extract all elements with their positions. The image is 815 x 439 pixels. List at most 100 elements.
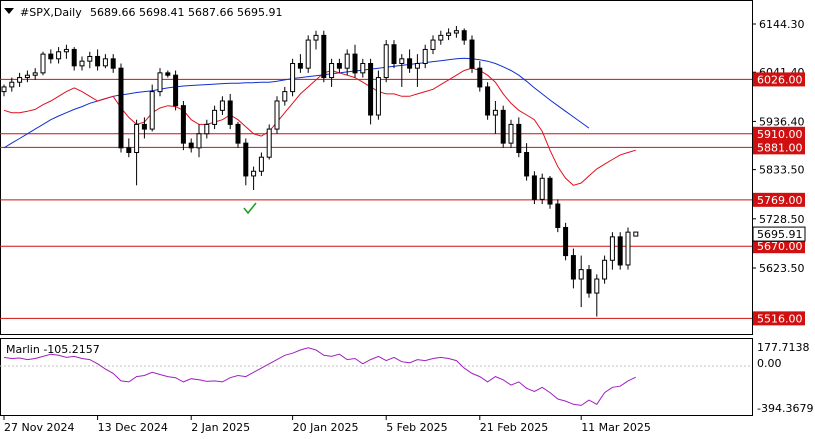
candle xyxy=(63,48,69,53)
candle xyxy=(453,30,459,34)
levels-layer xyxy=(0,78,752,319)
candle xyxy=(570,255,576,280)
level-price-label: 6026.00 xyxy=(757,73,803,86)
candle xyxy=(180,105,186,144)
candle xyxy=(477,67,483,88)
current-price-box xyxy=(752,226,806,242)
candle xyxy=(446,32,452,36)
price-tick-label: 5833.50 xyxy=(759,164,805,177)
level-price-box xyxy=(753,140,805,155)
level-price-box xyxy=(753,72,805,87)
candle xyxy=(547,177,553,205)
candles-layer xyxy=(1,26,639,317)
indicator-layer xyxy=(0,347,752,406)
level-price-label: 5769.00 xyxy=(757,194,803,207)
candle xyxy=(609,236,615,261)
candle xyxy=(165,72,171,76)
candle xyxy=(305,39,311,69)
level-price-label: 5516.00 xyxy=(757,312,803,325)
candle xyxy=(516,123,522,154)
candle xyxy=(375,77,381,116)
level-price-box xyxy=(753,192,805,207)
candle xyxy=(313,34,319,41)
candle xyxy=(360,62,366,74)
candle xyxy=(87,55,93,62)
candle xyxy=(24,74,30,79)
candle xyxy=(204,123,210,135)
indicator-panel-frame xyxy=(0,338,753,416)
candle xyxy=(243,142,249,177)
candle xyxy=(126,147,132,154)
level-price-label: 5670.00 xyxy=(757,240,803,253)
candle xyxy=(212,109,218,125)
candle xyxy=(508,123,514,144)
x-tick-label: 21 Feb 2025 xyxy=(480,421,548,434)
candle xyxy=(157,72,163,93)
candle xyxy=(173,74,179,107)
candle xyxy=(633,231,639,237)
x-tick-label: 11 Mar 2025 xyxy=(581,421,651,434)
candle xyxy=(578,269,584,280)
candle xyxy=(414,62,420,69)
candle xyxy=(118,67,124,149)
candle xyxy=(555,203,561,228)
candle xyxy=(321,34,327,79)
price-tick-label: 5728.50 xyxy=(759,213,805,226)
candle xyxy=(102,58,108,67)
candle xyxy=(32,72,38,76)
candle xyxy=(352,53,358,74)
candle xyxy=(329,62,335,79)
candle xyxy=(188,142,194,149)
indicator-tick-zero: 0.00 xyxy=(757,357,782,370)
candle xyxy=(391,44,397,64)
candle xyxy=(407,58,413,69)
candle xyxy=(196,133,202,149)
ma-fast-line xyxy=(3,67,636,186)
candle xyxy=(9,81,15,88)
candle xyxy=(290,62,296,93)
candle xyxy=(235,123,241,144)
ma-layer xyxy=(3,57,636,186)
candle xyxy=(563,226,569,257)
candle xyxy=(461,30,467,41)
candle xyxy=(344,53,350,69)
candle xyxy=(485,86,491,116)
candle xyxy=(399,58,405,64)
candle xyxy=(539,177,545,200)
candle xyxy=(274,100,280,130)
symbol-menu-triangle-icon[interactable] xyxy=(4,8,14,14)
candle xyxy=(430,39,436,50)
price-axis: 6144.306041.405936.405833.505728.505623.… xyxy=(752,18,806,326)
price-tick-label: 5623.50 xyxy=(759,262,805,275)
candle xyxy=(48,53,54,60)
candle xyxy=(149,91,155,130)
candle xyxy=(336,62,342,69)
current-price-label: 5695.91 xyxy=(757,228,803,241)
candle xyxy=(40,53,46,74)
indicator-tick-bottom: -394.3679 xyxy=(757,402,813,415)
price-tick-label: 5936.40 xyxy=(759,115,805,128)
candle xyxy=(1,86,7,93)
marlin-line xyxy=(3,347,637,406)
header-ohlc: 5689.66 5698.41 5687.66 5695.91 xyxy=(90,6,282,19)
candle xyxy=(500,109,506,144)
candle xyxy=(134,123,140,154)
candle xyxy=(71,48,77,67)
candle xyxy=(56,51,62,60)
green-checkmark-icon xyxy=(243,202,257,215)
candle xyxy=(625,231,631,266)
candle xyxy=(297,62,303,69)
candle xyxy=(586,269,592,294)
candle xyxy=(17,77,23,83)
candle xyxy=(469,39,475,69)
candle xyxy=(141,123,147,130)
candle xyxy=(266,128,272,158)
candle xyxy=(617,236,623,266)
level-price-label: 5881.00 xyxy=(757,141,803,154)
x-tick-label: 2 Jan 2025 xyxy=(191,421,250,434)
x-axis: 27 Nov 2024 13 Dec 2024 2 Jan 2025 20 Jan 2… xyxy=(3,416,651,434)
candle xyxy=(531,175,537,200)
candle xyxy=(79,60,85,67)
x-tick-label: 5 Feb 2025 xyxy=(386,421,447,434)
candle xyxy=(227,100,233,125)
